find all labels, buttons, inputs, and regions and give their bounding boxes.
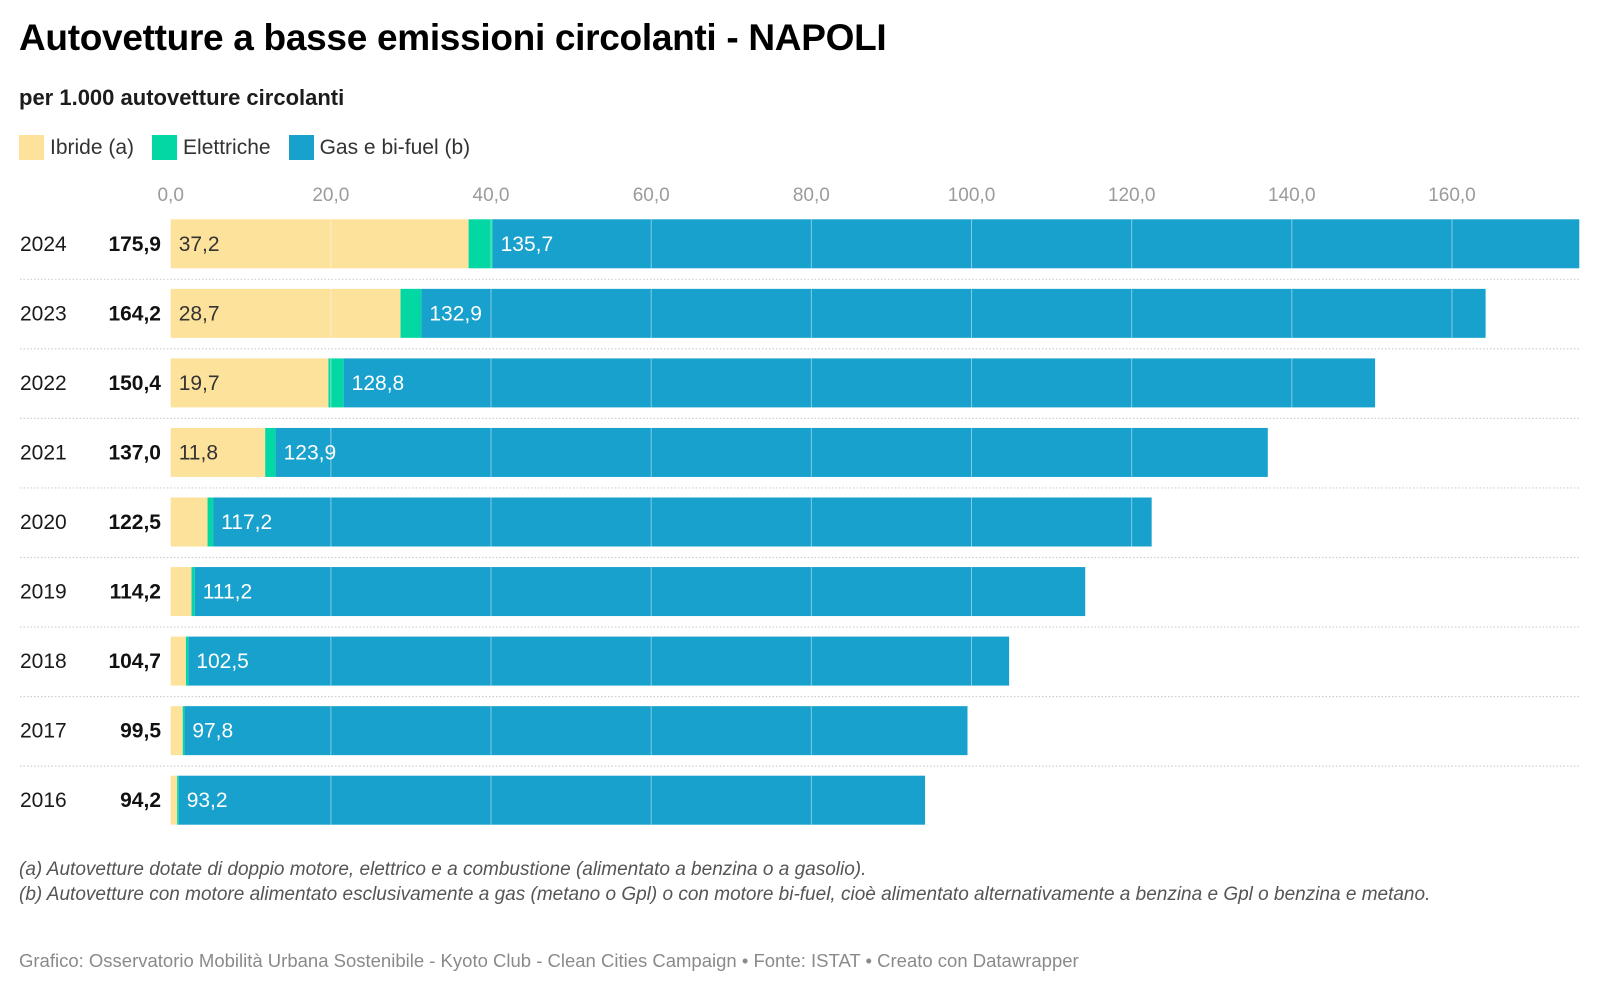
year-label: 2023	[20, 302, 67, 325]
stacked-bar-chart: 0,0 20,0 40,0 60,0 80,0 100,0 120,0 140,0 160,0 2…	[20, 185, 1580, 825]
bar-segment-electric	[328, 358, 344, 408]
year-label: 2021	[20, 441, 67, 464]
legend-item-electric[interactable]: Elettriche	[152, 135, 271, 160]
bar-segment-hybrid	[170, 775, 178, 825]
value-label-gas: 117,2	[221, 511, 272, 534]
year-label: 2016	[20, 789, 67, 812]
total-label: 114,2	[110, 581, 161, 604]
x-tick-label: 80,0	[793, 185, 830, 206]
legend-item-hybrid[interactable]: Ibride (a)	[19, 135, 134, 160]
value-label-hybrid: 19,7	[179, 372, 220, 395]
footnote-b: (b) Autovetture con motore alimentato es…	[19, 884, 1431, 905]
legend-swatch-gas	[288, 135, 314, 160]
bar-segment-electric	[191, 567, 195, 617]
bar-segment-gas	[184, 706, 968, 756]
x-tick-label: 160,0	[1428, 185, 1476, 206]
x-tick-label: 120,0	[1108, 185, 1156, 206]
x-tick-label: 0,0	[157, 185, 183, 206]
bar-segment-electric	[177, 775, 179, 825]
total-label: 104,7	[108, 650, 161, 673]
legend-swatch-electric	[152, 135, 178, 160]
bar-segment-hybrid	[170, 219, 469, 269]
year-label: 2018	[20, 650, 67, 673]
bar-segment-hybrid	[170, 706, 183, 756]
bar-segment-electric	[185, 636, 189, 686]
total-label: 164,2	[108, 302, 161, 325]
bar-segment-gas	[178, 775, 926, 825]
total-label: 94,2	[120, 789, 161, 812]
bar-segment-gas	[188, 636, 1010, 686]
bar-segment-hybrid	[170, 427, 266, 477]
bar-segment-gas	[343, 358, 1376, 408]
value-label-gas: 97,8	[192, 720, 233, 743]
value-label-hybrid: 11,8	[179, 441, 218, 464]
bar-segment-electric	[182, 706, 185, 756]
footnote-a: (a) Autovetture dotate di doppio motore,…	[19, 859, 867, 880]
bar-segment-hybrid	[170, 497, 208, 547]
bar-segment-gas	[421, 288, 1486, 338]
value-label-gas: 135,7	[501, 233, 554, 256]
x-tick-label: 100,0	[948, 185, 996, 206]
total-label: 137,0	[108, 441, 161, 464]
bar-segment-hybrid	[170, 358, 329, 408]
bar-segment-gas	[275, 427, 1268, 477]
legend-swatch-hybrid	[19, 135, 44, 160]
year-label: 2019	[20, 581, 67, 604]
x-tick-label: 20,0	[312, 185, 349, 206]
value-label-gas: 93,2	[187, 789, 228, 812]
bar-segment-electric	[265, 427, 276, 477]
bar-segment-gas	[213, 497, 1152, 547]
bar-segment-hybrid	[170, 636, 186, 686]
x-tick-label: 140,0	[1268, 185, 1316, 206]
value-label-gas: 123,9	[284, 441, 337, 464]
year-label: 2024	[20, 233, 67, 256]
chart-title: Autovetture a basse emissioni circolanti…	[19, 17, 887, 58]
value-label-gas: 111,2	[203, 581, 252, 604]
bar-segment-gas	[194, 567, 1086, 617]
total-label: 99,5	[120, 720, 161, 743]
bar-segment-electric	[400, 288, 422, 338]
legend-label-hybrid: Ibride (a)	[50, 135, 135, 159]
total-label: 122,5	[108, 511, 161, 534]
x-tick-label: 40,0	[473, 185, 510, 206]
bar-segment-gas	[492, 219, 1580, 269]
value-label-gas: 102,5	[196, 650, 249, 673]
total-label: 150,4	[108, 372, 161, 395]
value-label-hybrid: 37,2	[179, 233, 220, 256]
year-label: 2022	[20, 372, 67, 395]
legend-label-gas: Gas e bi-fuel (b)	[319, 135, 471, 159]
total-label: 175,9	[108, 233, 161, 256]
bar-segment-hybrid	[170, 288, 401, 338]
legend-item-gas[interactable]: Gas e bi-fuel (b)	[288, 135, 471, 160]
value-label-hybrid: 28,7	[179, 302, 220, 325]
bar-segment-electric	[207, 497, 214, 547]
chart-subtitle: per 1.000 autovetture circolanti	[19, 85, 345, 110]
year-label: 2017	[20, 720, 67, 743]
value-label-gas: 132,9	[429, 302, 482, 325]
bar-segment-hybrid	[170, 567, 192, 617]
legend: Ibride (a) Elettriche Gas e bi-fuel (b)	[19, 135, 488, 160]
value-label-gas: 128,8	[352, 372, 405, 395]
year-label: 2020	[20, 511, 67, 534]
chart-credit: Grafico: Osservatorio Mobilità Urbana So…	[19, 950, 1079, 971]
legend-label-electric: Elettriche	[183, 135, 271, 159]
bar-segment-electric	[468, 219, 493, 269]
x-tick-label: 60,0	[633, 185, 670, 206]
